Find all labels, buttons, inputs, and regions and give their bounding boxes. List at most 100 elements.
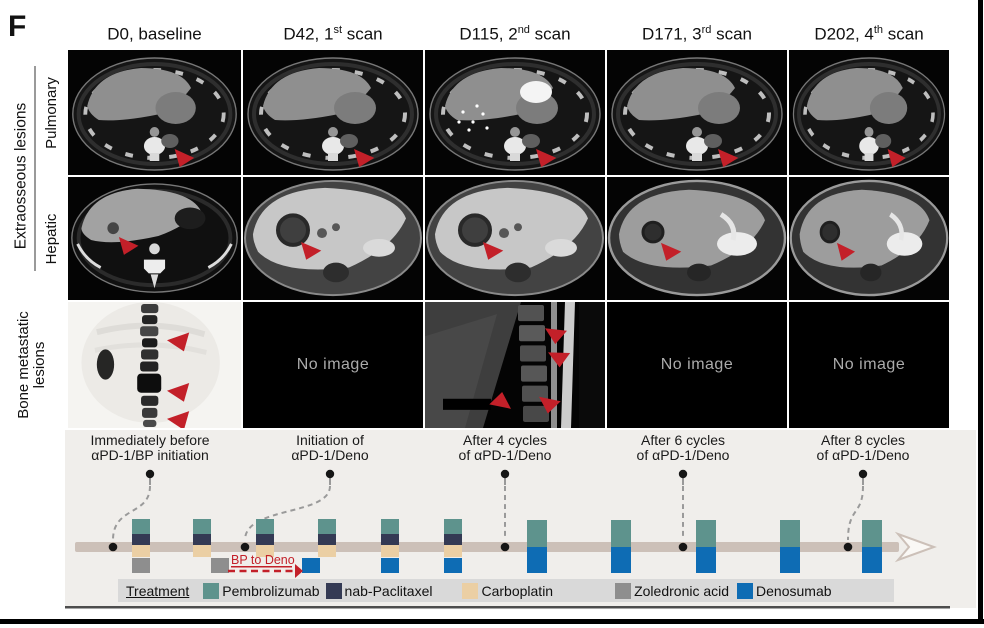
- scan-cell-r2c2: [425, 302, 605, 428]
- row-label-bone: Bone metastatic lesions: [15, 311, 48, 419]
- mri-liver-dim-image: [789, 177, 949, 300]
- denosumab-dose: [780, 547, 800, 573]
- red-arrowhead: [118, 237, 139, 255]
- panel-label: F: [8, 10, 28, 43]
- scan-cell-r0c2: [425, 50, 605, 175]
- annotation-4-line1: After 8 cycles: [821, 432, 905, 448]
- legend-swatch-denosumab: [737, 582, 754, 599]
- red-arrowhead: [174, 149, 195, 168]
- treatment-timeline: Immediately before αPD-1/BP initiation Ini…: [0, 428, 984, 628]
- ct-chest-image: [789, 50, 949, 175]
- red-arrowhead: [539, 396, 561, 414]
- pembrolizumab-dose: [132, 519, 150, 534]
- annotation-pin-stem: [862, 477, 864, 485]
- no-image-label: No image: [660, 356, 734, 373]
- zoledronic-acid-dose: [132, 558, 150, 573]
- bone-scan-image: [68, 302, 241, 428]
- pembrolizumab-dose: [318, 519, 336, 534]
- annotation-pin-dot: [325, 469, 335, 479]
- column-header-4: D202, 4th scan: [814, 24, 924, 44]
- scan-cell-r0c0: [68, 50, 241, 175]
- pembrolizumab-dose: [862, 520, 882, 547]
- pembrolizumab-dose: [256, 519, 274, 534]
- annotation-pin-dot: [145, 469, 155, 479]
- carboplatin-dose: [132, 545, 150, 557]
- pembrolizumab-dose: [381, 519, 399, 534]
- pembrolizumab-dose: [780, 520, 800, 547]
- annotation-1-line2: αPD-1/Deno: [291, 447, 369, 463]
- bp-to-deno-underline: [231, 566, 292, 568]
- denosumab-dose: [444, 558, 462, 573]
- scan-cell-r1c1: [243, 177, 423, 300]
- red-arrowhead: [718, 149, 739, 168]
- denosumab-dose: [527, 547, 547, 573]
- no-image-label: No image: [832, 356, 906, 373]
- red-arrowhead: [354, 149, 375, 168]
- pembrolizumab-dose: [527, 520, 547, 547]
- legend-label: Zoledronic acid: [634, 582, 730, 599]
- carboplatin-dose: [193, 545, 211, 557]
- mri-liver-bright-image: [425, 177, 605, 300]
- timeline-scan-dot: [678, 542, 688, 552]
- pembrolizumab-dose: [444, 519, 462, 534]
- legend-item-zoledronic-acid: Zoledronic acid: [615, 582, 730, 599]
- scan-cell-r2c3: No image: [607, 302, 787, 428]
- spine-mri-image: [425, 302, 605, 428]
- scan-cell-r2c4: No image: [789, 302, 949, 428]
- bp-to-deno-arrowhead: [295, 564, 303, 578]
- ct-chest-contrast-image: [425, 50, 605, 175]
- row-label-bone-line2: lesions: [31, 341, 48, 389]
- denosumab-dose: [696, 547, 716, 573]
- red-arrowhead: [166, 411, 190, 428]
- mri-liver-bright-image: [243, 177, 423, 300]
- nab-paclitaxel-dose: [444, 534, 462, 545]
- scan-cell-r1c4: [789, 177, 949, 300]
- scan-cell-r0c1: [243, 50, 423, 175]
- legend-label: nab-Paclitaxel: [344, 582, 433, 599]
- column-header-0: D0, baseline: [107, 24, 202, 44]
- red-arrowhead: [536, 149, 557, 168]
- red-arrowhead: [837, 242, 856, 261]
- scan-cell-r0c4: [789, 50, 949, 175]
- legend-swatch-nab-paclitaxel: [325, 582, 342, 599]
- nab-paclitaxel-dose: [256, 534, 274, 545]
- annotation-connector: [244, 485, 331, 541]
- legend-label: Pembrolizumab: [222, 582, 320, 599]
- denosumab-dose: [862, 547, 882, 573]
- row-group-divider: [34, 66, 36, 271]
- column-header-2: D115, 2nd scan: [459, 24, 571, 44]
- treatment-legend: Treatment Pembrolizumab nab-Paclitaxel Car…: [118, 579, 894, 602]
- scan-cell-r2c0: [68, 302, 241, 428]
- ct-chest-image: [243, 50, 423, 175]
- red-arrowhead: [545, 328, 567, 345]
- carboplatin-dose: [256, 545, 274, 557]
- scan-cell-r1c0: [68, 177, 241, 300]
- annotation-0-line1: Immediately before: [90, 432, 209, 448]
- ct-chest-image: [68, 50, 241, 175]
- red-arrowhead: [483, 241, 504, 260]
- legend-swatch-zoledronic-acid: [615, 582, 632, 599]
- timeline-panel-bottom-rule: [65, 606, 950, 609]
- legend-swatch-pembrolizumab: [203, 582, 220, 599]
- annotation-1-line1: Initiation of: [296, 432, 364, 448]
- row-label-hepatic: Hepatic: [42, 213, 60, 265]
- annotation-pin-stem: [682, 477, 684, 485]
- legend-label: Denosumab: [756, 582, 832, 599]
- legend-item-carboplatin: Carboplatin: [462, 582, 553, 599]
- no-image-label: No image: [296, 356, 370, 373]
- nab-paclitaxel-dose: [381, 534, 399, 545]
- annotation-3-line2: of αPD-1/Deno: [637, 447, 730, 463]
- annotation-connector: [847, 485, 864, 541]
- annotation-2-line2: of αPD-1/Deno: [459, 447, 552, 463]
- figure-border-right: [978, 0, 983, 624]
- annotation-0-line2: αPD-1/BP initiation: [91, 447, 209, 463]
- scan-cell-r1c2: [425, 177, 605, 300]
- pembrolizumab-dose: [696, 520, 716, 547]
- annotation-pin-dot: [500, 469, 510, 479]
- carboplatin-dose: [318, 545, 336, 557]
- scan-cell-r1c3: [607, 177, 787, 300]
- row-label-pulmonary: Pulmonary: [42, 77, 60, 149]
- legend-item-denosumab: Denosumab: [737, 582, 832, 599]
